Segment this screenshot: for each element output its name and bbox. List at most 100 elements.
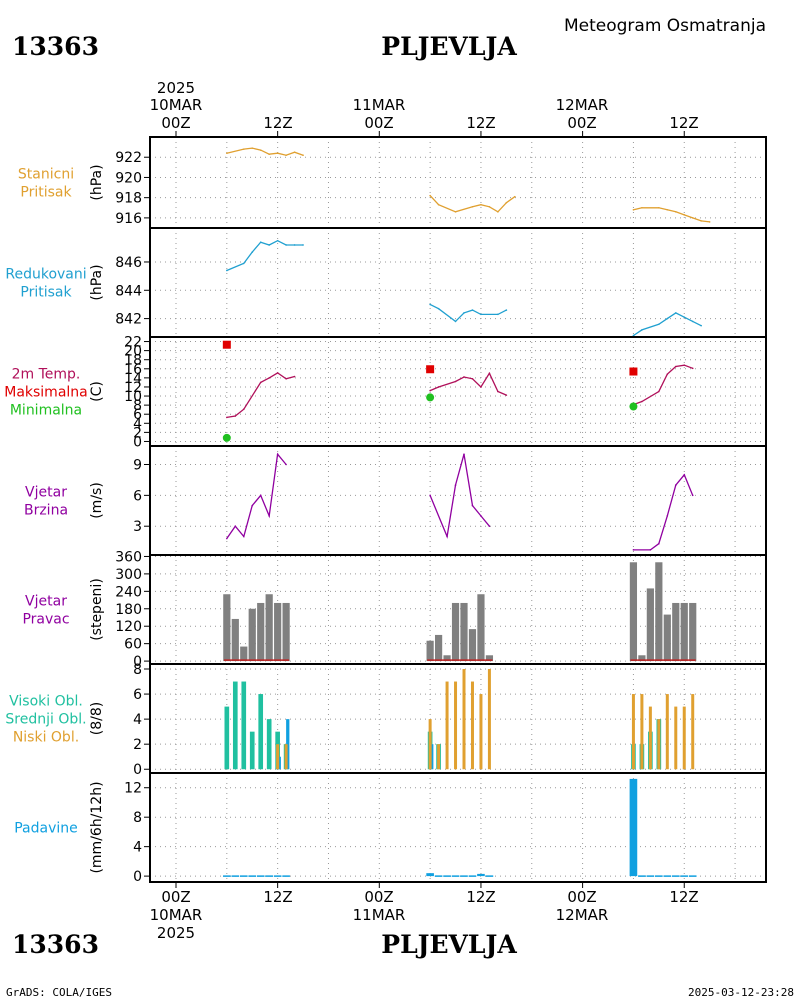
panel-label-line: Vjetar xyxy=(25,594,67,610)
tmax-marker xyxy=(222,340,231,349)
panel-label-line: Maksimalna xyxy=(4,385,88,401)
hour-label-top-12z-1: 12Z xyxy=(263,114,292,132)
series-line-pressure_station xyxy=(226,147,304,156)
data-point-temperature xyxy=(666,373,669,376)
wind-dir-bar xyxy=(443,655,451,662)
cloud-low-bar xyxy=(657,719,661,770)
hour-label-top-00z-3: 00Z xyxy=(567,114,596,132)
panel-label-line: Stanicni xyxy=(18,167,74,183)
data-point-pressure_station xyxy=(251,147,254,149)
panel-label-line: Pritisak xyxy=(20,185,72,201)
precip-bar xyxy=(671,875,680,877)
precip-bar xyxy=(248,875,257,877)
data-point-wind_speed xyxy=(259,494,262,497)
hour-label-bottom-12z-2: 12Z xyxy=(466,888,495,906)
render-timestamp: 2025-03-12-23:28 xyxy=(688,986,794,999)
data-point-temperature xyxy=(658,390,660,393)
cloud-low-bar xyxy=(479,694,483,770)
y-tick-label: 922 xyxy=(115,150,142,166)
precip-bar xyxy=(273,875,282,877)
data-point-pressure_reduced xyxy=(242,262,245,265)
series-line-pressure_reduced xyxy=(633,312,702,337)
panel-label-line: Pravac xyxy=(22,612,69,628)
hour-label-bottom-00z-2: 00Z xyxy=(364,888,393,906)
data-point-pressure_reduced xyxy=(454,320,457,323)
precip-bar xyxy=(485,875,494,877)
panel-precip: 0 4 8 12 (mm/6h/12h) Padavine xyxy=(14,772,767,885)
hour-label-bottom-00z-1: 00Z xyxy=(161,888,190,906)
cloud-high-bar xyxy=(258,694,264,770)
data-point-wind_speed xyxy=(488,525,491,528)
panel-label-line: Visoki Obl. xyxy=(9,694,83,710)
wind-dir-bar xyxy=(274,602,282,662)
data-point-wind_speed xyxy=(251,504,254,507)
data-point-pressure_reduced xyxy=(471,309,474,311)
data-point-wind_speed xyxy=(446,535,448,538)
data-point-pressure_reduced xyxy=(700,324,702,327)
data-point-pressure_station xyxy=(700,220,702,222)
y-tick-label: 6 xyxy=(133,687,142,703)
wind-dir-bar xyxy=(646,588,654,662)
precip-bar xyxy=(629,778,638,877)
wind-dir-bar xyxy=(240,646,248,662)
data-point-wind_speed xyxy=(480,515,482,517)
data-point-temperature xyxy=(234,415,237,417)
data-point-temperature xyxy=(683,364,686,366)
data-point-wind_speed xyxy=(268,515,270,517)
wind-dir-bar xyxy=(265,594,273,662)
day-label-bottom-2: 11MAR xyxy=(353,906,406,924)
y-tick-label: 0 xyxy=(133,654,142,670)
series-line-pressure_station xyxy=(429,195,516,213)
y-tick-label: 2 xyxy=(133,737,142,753)
data-point-temperature xyxy=(454,380,457,383)
hour-label-top-00z-1: 00Z xyxy=(161,114,190,132)
data-point-temperature xyxy=(259,381,262,384)
data-point-pressure_reduced xyxy=(658,323,660,326)
y-tick-label: 6 xyxy=(133,407,142,423)
panel-label-line: Vjetar xyxy=(25,485,67,501)
day-label-bottom-1: 10MAR xyxy=(150,906,203,924)
cloud-low-bar xyxy=(682,706,686,770)
precip-bar xyxy=(443,875,451,877)
wind-dir-bar xyxy=(282,602,290,662)
data-point-temperature xyxy=(293,375,296,378)
data-point-temperature xyxy=(268,377,270,379)
precip-bar xyxy=(451,875,460,877)
data-point-wind_speed xyxy=(463,453,465,456)
data-point-wind_speed xyxy=(234,525,237,528)
data-point-wind_speed xyxy=(454,484,457,486)
data-point-pressure_reduced xyxy=(259,241,262,243)
cloud-low-bar xyxy=(445,681,449,770)
y-tick-label: 12 xyxy=(124,380,142,396)
data-point-pressure_reduced xyxy=(463,312,465,314)
data-point-pressure_station xyxy=(488,205,491,208)
data-point-wind_speed xyxy=(658,542,660,545)
panel-label-line: 2m Temp. xyxy=(12,367,81,383)
data-point-temperature xyxy=(480,386,482,388)
series-line-pressure_station xyxy=(633,207,710,223)
station-name-bottom: PLJEVLJA xyxy=(381,930,517,959)
data-point-pressure_station xyxy=(632,209,635,211)
data-point-pressure_station xyxy=(674,211,677,213)
data-point-pressure_station xyxy=(691,217,694,219)
y-tick-label: 8 xyxy=(133,398,142,414)
y-tick-label: 240 xyxy=(115,584,142,600)
data-point-pressure_station xyxy=(302,154,304,156)
panel-label-line: Minimalna xyxy=(10,403,82,419)
precip-bar xyxy=(663,875,672,877)
panel-wind_speed: 3 6 9 (m/s) Vjetar Brzina xyxy=(24,445,767,556)
data-point-wind_speed xyxy=(666,515,669,517)
data-point-temperature xyxy=(471,377,474,380)
panel-frame xyxy=(149,445,767,556)
cloud-low-bar xyxy=(640,694,644,770)
y-axis-title: (hPa) xyxy=(89,164,105,200)
data-point-pressure_reduced xyxy=(293,244,296,246)
wind-dir-bar xyxy=(451,602,460,662)
wind-dir-bar xyxy=(672,602,680,662)
data-point-temperature xyxy=(437,386,440,388)
precip-bar xyxy=(239,875,248,877)
y-tick-label: 120 xyxy=(115,619,142,635)
precip-bar xyxy=(223,875,231,877)
cloud-low-bar xyxy=(487,669,491,770)
